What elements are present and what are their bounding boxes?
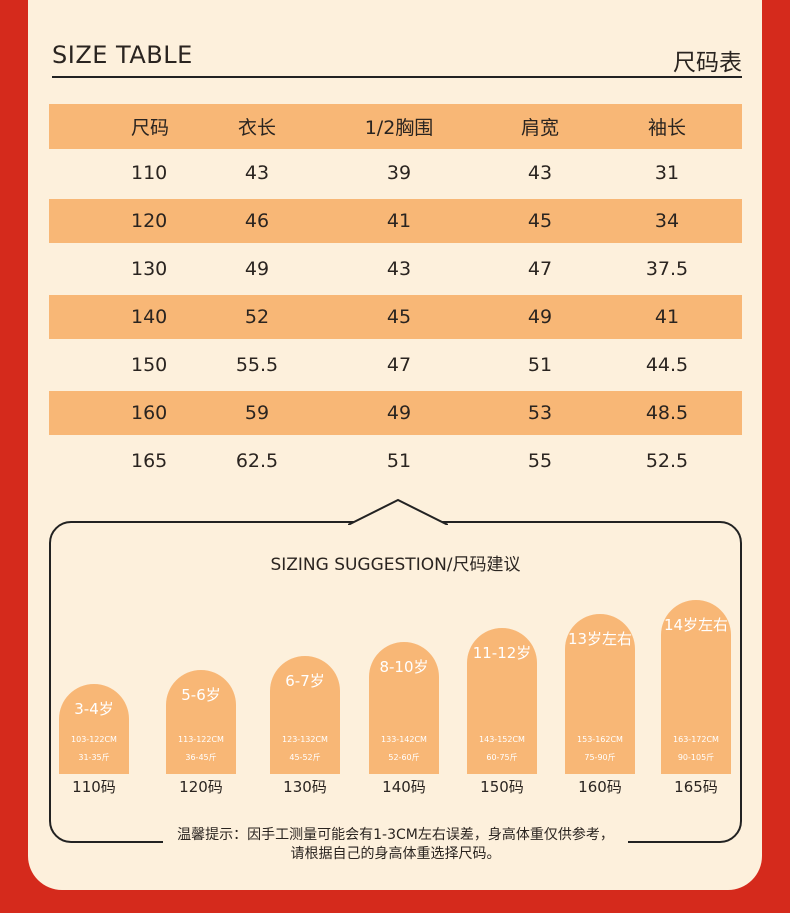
table-cell: 49 [244, 258, 270, 280]
measurement-tip: 温馨提示：因手工测量可能会有1-3CM左右误差，身高体重仅供参考， 请根据自己的… [51, 826, 740, 864]
height-range: 153-162CM [577, 735, 623, 744]
age-label: 3-4岁 [74, 700, 114, 718]
table-cell: 44.5 [645, 354, 689, 376]
table-row: 150 55.5 47 51 44.5 [131, 354, 689, 376]
table-cell: 41 [386, 210, 412, 232]
weight-range: 31-35斤 [78, 753, 110, 762]
table-cell: 51 [386, 450, 412, 472]
height-range: 133-142CM [381, 735, 427, 744]
size-label: 140码 [382, 778, 426, 796]
size-bar: 8-10岁 133-142CM 52-60斤 [369, 642, 439, 774]
table-cell: 47 [527, 258, 553, 280]
size-bar: 3-4岁 103-122CM 31-35斤 [59, 684, 129, 774]
age-label: 8-10岁 [379, 658, 429, 676]
column-header: 衣长 [237, 117, 277, 139]
table-header-row: 尺码 衣长 1/2胸围 肩宽 袖长 [49, 104, 742, 149]
size-table: 尺码 衣长 1/2胸围 肩宽 袖长 110 43 39 43 31 120 46 41 45 34 130 49… [49, 104, 742, 485]
height-range: 163-172CM [673, 735, 719, 744]
size-table-header: SIZE TABLE 尺码表 [52, 40, 742, 78]
height-range: 143-152CM [479, 735, 525, 744]
table-cell: 43 [386, 258, 412, 280]
table-cell: 34 [654, 210, 680, 232]
height-range: 123-132CM [282, 735, 328, 744]
table-cell: 43 [244, 162, 270, 184]
size-bar: 11-12岁 143-152CM 60-75斤 [467, 628, 537, 774]
age-label: 6-7岁 [285, 672, 325, 690]
sizing-suggestion-box: SIZING SUGGESTION/尺码建议 温馨提示：因手工测量可能会有1-3… [49, 498, 742, 862]
size-label: 160码 [578, 778, 622, 796]
table-cell: 52 [244, 306, 270, 328]
tip-line-2: 请根据自己的身高体重选择尺码。 [290, 846, 501, 862]
table-cell: 55.5 [235, 354, 279, 376]
table-cell: 31 [654, 162, 680, 184]
table-cell: 47 [386, 354, 412, 376]
table-cell: 41 [654, 306, 680, 328]
size-bar: 5-6岁 113-122CM 36-45斤 [166, 670, 236, 774]
weight-range: 36-45斤 [185, 753, 217, 762]
table-row: 110 43 39 43 31 [131, 162, 680, 184]
table-cell: 45 [527, 210, 553, 232]
column-header: 肩宽 [520, 117, 560, 139]
age-label: 13岁左右 [567, 630, 633, 648]
table-cell: 52.5 [645, 450, 689, 472]
table-cell: 37.5 [645, 258, 689, 280]
title-cn: 尺码表 [673, 50, 742, 76]
table-cell: 49 [386, 402, 412, 424]
size-label: 165码 [674, 778, 718, 796]
age-label: 11-12岁 [472, 644, 532, 662]
table-cell: 46 [244, 210, 270, 232]
size-label: 120码 [179, 778, 223, 796]
table-cell: 49 [527, 306, 553, 328]
size-bar: 13岁左右 153-162CM 75-90斤 [565, 614, 635, 774]
weight-range: 52-60斤 [388, 753, 420, 762]
table-cell: 48.5 [645, 402, 689, 424]
tip-line-1: 温馨提示：因手工测量可能会有1-3CM左右误差，身高体重仅供参考， [163, 826, 628, 845]
age-label: 5-6岁 [181, 686, 221, 704]
column-header: 1/2胸围 [364, 117, 434, 139]
table-cell: 51 [527, 354, 553, 376]
size-label: 130码 [283, 778, 327, 796]
weight-range: 60-75斤 [486, 753, 518, 762]
table-row: 130 49 43 47 37.5 [131, 258, 689, 280]
age-label: 14岁左右 [663, 616, 729, 634]
size-bar: 14岁左右 163-172CM 90-105斤 [661, 600, 731, 774]
weight-range: 75-90斤 [584, 753, 616, 762]
table-row: 120 46 41 45 34 [49, 199, 742, 243]
table-cell: 62.5 [235, 450, 279, 472]
speech-notch [348, 498, 448, 526]
height-range: 103-122CM [71, 735, 117, 744]
table-row: 140 52 45 49 41 [49, 295, 742, 339]
table-row: 165 62.5 51 55 52.5 [131, 450, 689, 472]
size-bar: 6-7岁 123-132CM 45-52斤 [270, 656, 340, 774]
table-row: 160 59 49 53 48.5 [49, 391, 742, 435]
column-header: 袖长 [647, 117, 687, 139]
table-cell: 59 [244, 402, 270, 424]
suggestion-title: SIZING SUGGESTION/尺码建议 [270, 555, 521, 575]
table-cell: 39 [386, 162, 412, 184]
table-cell: 45 [386, 306, 412, 328]
size-label: 110码 [72, 778, 116, 796]
table-cell: 53 [527, 402, 553, 424]
height-range: 113-122CM [178, 735, 224, 744]
weight-range: 90-105斤 [677, 753, 715, 762]
weight-range: 45-52斤 [289, 753, 321, 762]
title-en: SIZE TABLE [52, 41, 193, 69]
table-cell: 55 [527, 450, 553, 472]
table-cell: 43 [527, 162, 553, 184]
size-label: 150码 [480, 778, 524, 796]
